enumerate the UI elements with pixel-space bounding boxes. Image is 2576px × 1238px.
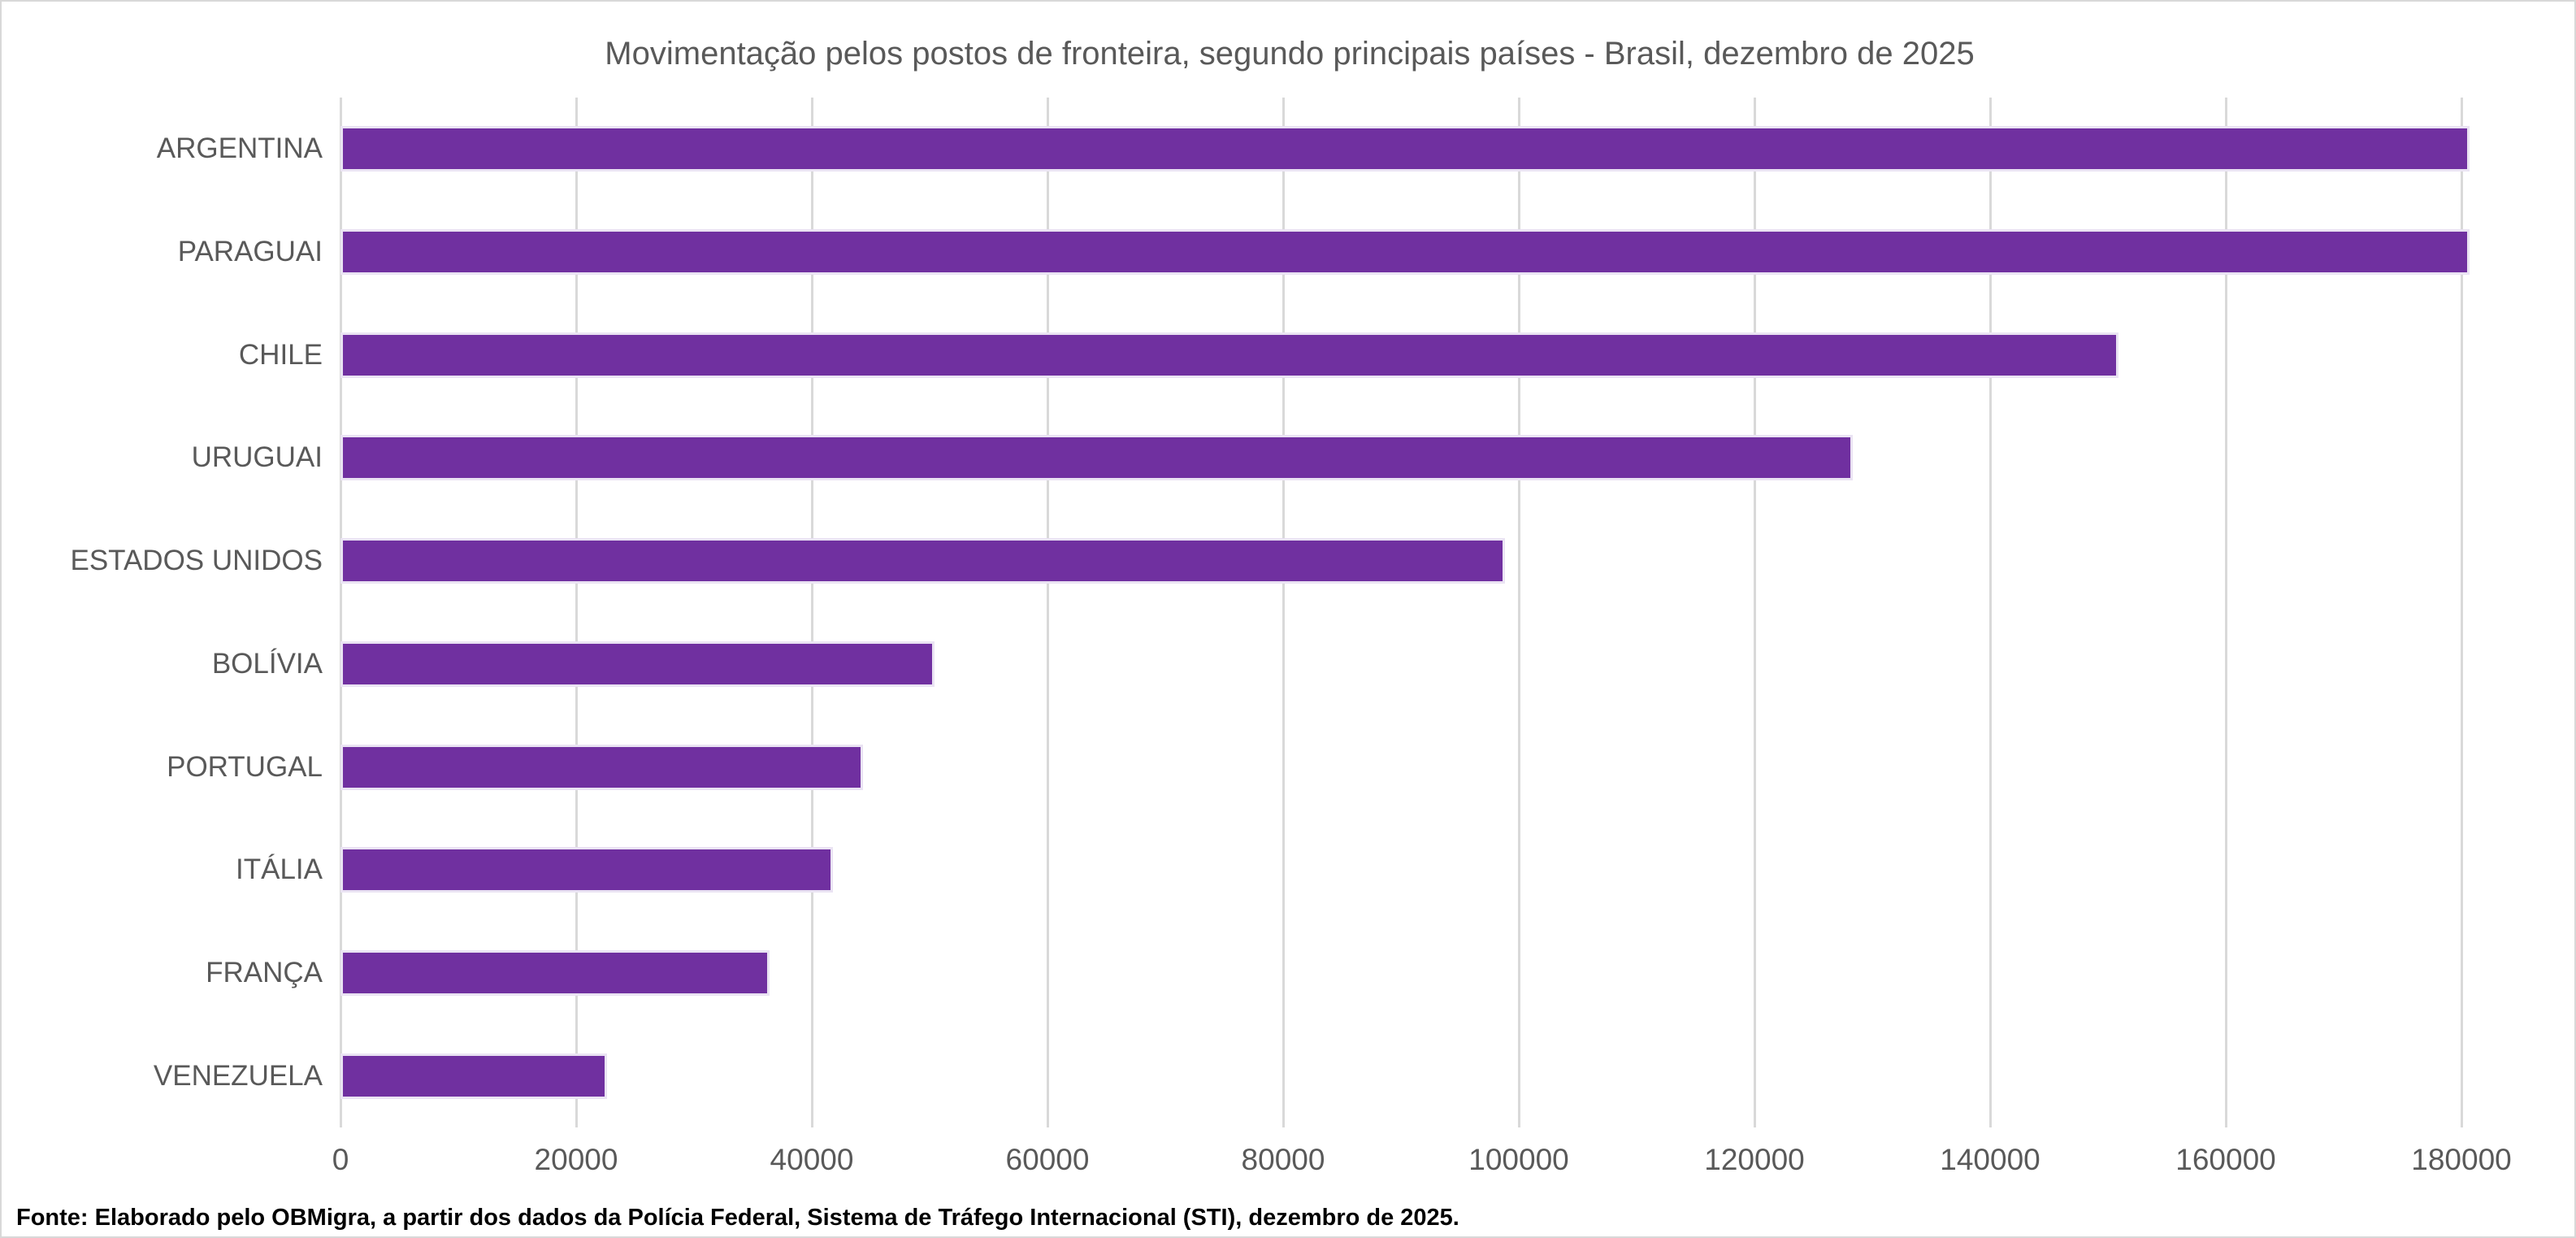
source-note: Fonte: Elaborado pelo OBMigra, a partir …: [16, 1205, 1459, 1231]
category-label: ESTADOS UNIDOS: [70, 545, 323, 577]
x-tick-label: 40000: [770, 1143, 854, 1176]
bar: [340, 332, 2119, 378]
bar: [340, 744, 863, 790]
category-label: ITÁLIA: [236, 854, 323, 886]
category-label: VENEZUELA: [153, 1059, 323, 1092]
gridline: [575, 98, 578, 1127]
x-tick-label: 180000: [2411, 1143, 2512, 1176]
category-label: CHILE: [238, 338, 323, 371]
x-tick-label: 60000: [1005, 1143, 1090, 1176]
plot-area: [340, 98, 2574, 1127]
gridline: [340, 98, 342, 1127]
x-tick-label: 160000: [2175, 1143, 2276, 1176]
category-label: BOLÍVIA: [211, 647, 323, 680]
bar: [340, 641, 935, 687]
category-label: PARAGUAI: [177, 236, 323, 268]
bar: [340, 847, 834, 893]
category-label: PORTUGAL: [167, 750, 323, 783]
x-tick-label: 80000: [1241, 1143, 1325, 1176]
category-label: FRANÇA: [206, 956, 323, 988]
x-tick-label: 140000: [1940, 1143, 2040, 1176]
x-tick-label: 0: [332, 1143, 349, 1176]
bar: [340, 229, 2470, 276]
gridline: [2461, 98, 2463, 1127]
x-tick-label: 100000: [1468, 1143, 1569, 1176]
bar: [340, 435, 1853, 481]
gridline: [1754, 98, 1756, 1127]
gridline: [2225, 98, 2227, 1127]
category-label: ARGENTINA: [156, 132, 323, 165]
gridline: [811, 98, 813, 1127]
x-tick-label: 120000: [1704, 1143, 1805, 1176]
category-label: URUGUAI: [191, 441, 323, 474]
gridline: [1989, 98, 1992, 1127]
chart-title: Movimentação pelos postos de fronteira, …: [605, 36, 1975, 72]
bar: [340, 538, 1505, 584]
gridline: [1518, 98, 1520, 1127]
x-tick-label: 20000: [534, 1143, 618, 1176]
bar: [340, 949, 770, 996]
bar: [340, 1053, 607, 1099]
bar: [340, 126, 2470, 172]
gridline: [1282, 98, 1285, 1127]
gridline: [1047, 98, 1049, 1127]
